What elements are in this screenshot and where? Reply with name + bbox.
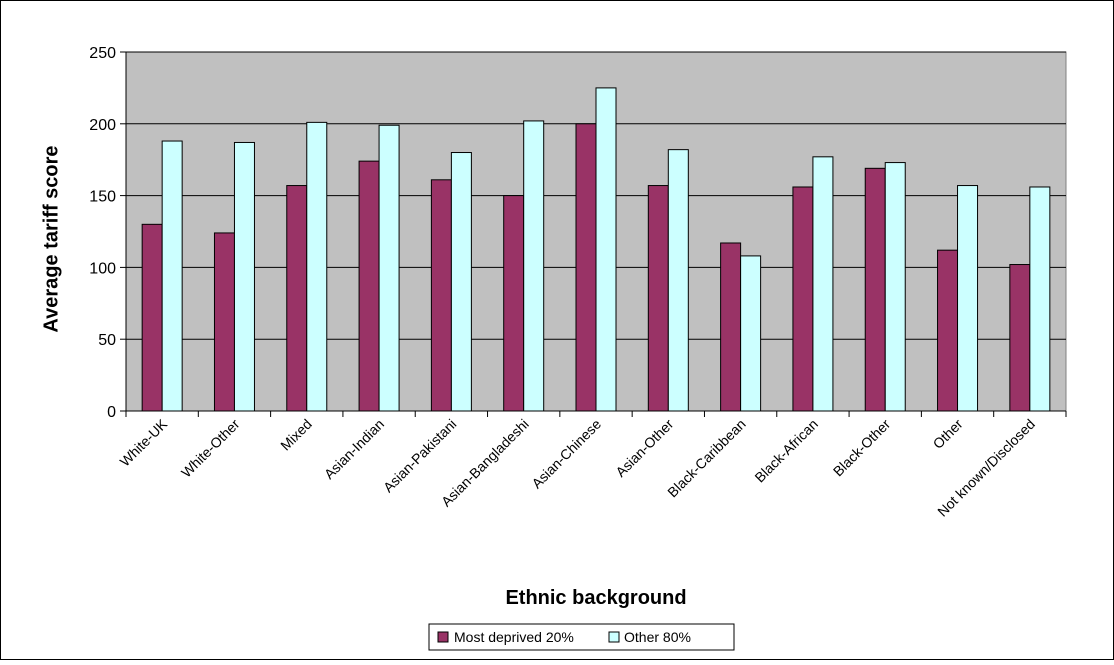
- most-deprived-bar: [141, 223, 163, 412]
- other-80-bar: [523, 120, 545, 412]
- other-80-bar: [957, 185, 979, 412]
- most-deprived-bar: [864, 167, 886, 412]
- other-80-bar: [812, 156, 834, 412]
- other-80-bar: [161, 140, 183, 412]
- bars: [141, 87, 1051, 412]
- other-80-bar: [667, 149, 689, 412]
- other-80-bar: [1029, 186, 1051, 412]
- y-tick-label: 50: [98, 332, 116, 349]
- most-deprived-bar: [647, 185, 669, 412]
- y-tick-label: 250: [89, 45, 116, 62]
- legend: Most deprived 20% Other 80%: [428, 623, 735, 651]
- most-deprived-bar: [286, 185, 308, 412]
- most-deprived-bar: [1009, 264, 1031, 412]
- most-deprived-bar: [503, 195, 525, 412]
- legend-swatch-most-deprived: [437, 631, 449, 643]
- legend-label-other-80: Other 80%: [624, 629, 691, 645]
- other-80-bar: [740, 255, 762, 412]
- most-deprived-bar: [792, 186, 814, 412]
- other-80-bar: [378, 124, 400, 412]
- axes: [120, 51, 1067, 417]
- y-tick-label: 0: [107, 404, 116, 421]
- other-80-bar: [450, 152, 472, 412]
- most-deprived-bar: [213, 232, 235, 412]
- other-80-bar: [306, 121, 328, 412]
- other-80-bar: [595, 87, 617, 412]
- x-axis-title: Ethnic background: [505, 587, 686, 609]
- most-deprived-bar: [575, 123, 597, 412]
- most-deprived-bar: [937, 249, 959, 412]
- y-tick-labels: 0 50 100 150 200 250: [89, 45, 116, 421]
- most-deprived-bar: [720, 242, 742, 412]
- y-axis-title: Average tariff score: [40, 145, 62, 332]
- y-tick-label: 150: [89, 189, 116, 206]
- legend-box: [428, 623, 735, 651]
- y-tick-label: 100: [89, 260, 116, 277]
- other-80-bar: [233, 141, 255, 412]
- legend-label-most-deprived: Most deprived 20%: [454, 629, 574, 645]
- other-80-bar: [884, 162, 906, 412]
- most-deprived-bar: [430, 179, 452, 412]
- most-deprived-bar: [358, 160, 380, 412]
- y-tick-label: 200: [89, 117, 116, 134]
- legend-swatch-other-80: [608, 631, 620, 643]
